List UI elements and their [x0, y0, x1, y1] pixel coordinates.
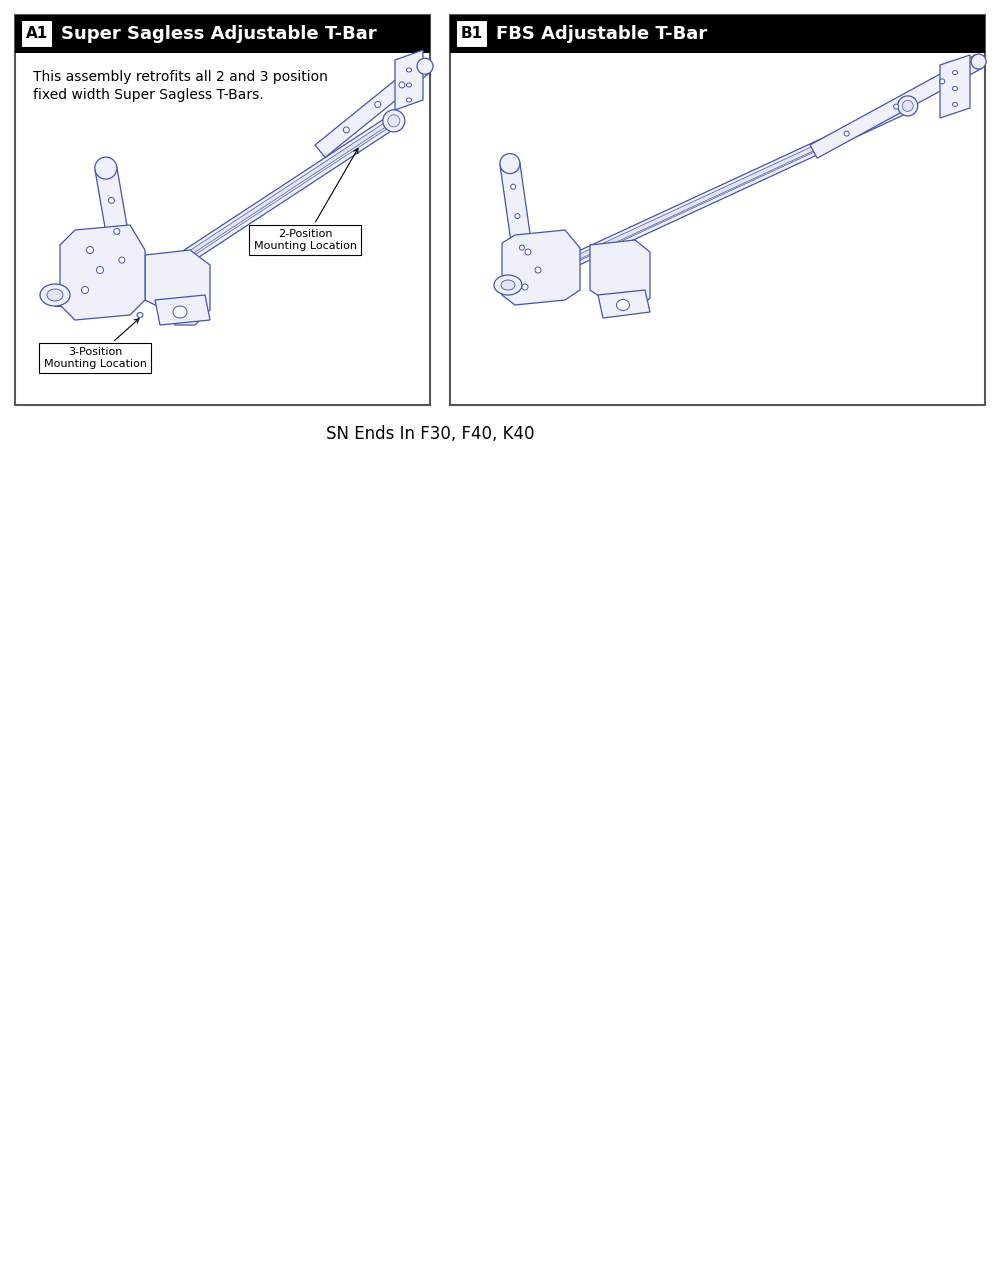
Polygon shape — [810, 54, 982, 158]
Polygon shape — [395, 49, 423, 110]
Ellipse shape — [87, 247, 94, 253]
Text: SN Ends In F30, F40, K40: SN Ends In F30, F40, K40 — [326, 424, 534, 443]
Ellipse shape — [417, 58, 433, 75]
Polygon shape — [506, 103, 908, 293]
Polygon shape — [155, 295, 210, 326]
Polygon shape — [598, 290, 650, 318]
Polygon shape — [15, 15, 430, 405]
Text: B1: B1 — [461, 27, 483, 42]
Text: Super Sagless Adjustable T-Bar: Super Sagless Adjustable T-Bar — [61, 25, 377, 43]
Polygon shape — [21, 20, 53, 48]
Text: 2-Position
Mounting Location: 2-Position Mounting Location — [254, 148, 358, 251]
Polygon shape — [55, 284, 115, 307]
Ellipse shape — [898, 96, 918, 115]
Ellipse shape — [616, 299, 630, 310]
Ellipse shape — [108, 198, 114, 203]
Ellipse shape — [525, 250, 531, 255]
Text: FBS Adjustable T-Bar: FBS Adjustable T-Bar — [496, 25, 707, 43]
Polygon shape — [500, 162, 535, 270]
Ellipse shape — [82, 286, 88, 294]
Polygon shape — [95, 166, 137, 285]
Ellipse shape — [902, 100, 913, 111]
Ellipse shape — [406, 84, 412, 87]
Ellipse shape — [844, 131, 849, 136]
Ellipse shape — [173, 307, 187, 318]
Polygon shape — [590, 239, 650, 312]
Ellipse shape — [119, 257, 125, 264]
Text: A1: A1 — [26, 27, 48, 42]
Ellipse shape — [522, 284, 528, 290]
Polygon shape — [505, 100, 910, 296]
Ellipse shape — [940, 79, 945, 84]
Polygon shape — [450, 15, 985, 53]
Polygon shape — [502, 231, 580, 305]
Ellipse shape — [500, 153, 520, 174]
Ellipse shape — [952, 86, 958, 90]
Ellipse shape — [511, 184, 516, 189]
Ellipse shape — [406, 68, 412, 72]
Ellipse shape — [40, 284, 70, 307]
Text: This assembly retrofits all 2 and 3 position
fixed width Super Sagless T-Bars.: This assembly retrofits all 2 and 3 posi… — [33, 70, 328, 103]
Ellipse shape — [47, 289, 63, 302]
Ellipse shape — [952, 103, 958, 106]
Polygon shape — [107, 118, 394, 308]
Ellipse shape — [114, 228, 120, 234]
Ellipse shape — [399, 82, 405, 87]
Polygon shape — [315, 60, 430, 157]
Ellipse shape — [971, 54, 986, 70]
Polygon shape — [60, 226, 145, 321]
Ellipse shape — [96, 266, 104, 274]
Ellipse shape — [343, 127, 349, 133]
Ellipse shape — [501, 280, 515, 290]
Polygon shape — [105, 115, 398, 314]
Ellipse shape — [535, 267, 541, 272]
Ellipse shape — [375, 101, 381, 108]
Ellipse shape — [383, 110, 405, 132]
Ellipse shape — [952, 71, 958, 75]
Ellipse shape — [95, 157, 117, 179]
Polygon shape — [450, 15, 985, 405]
Ellipse shape — [894, 104, 899, 109]
Ellipse shape — [515, 214, 520, 219]
Polygon shape — [145, 250, 210, 326]
Polygon shape — [456, 20, 488, 48]
Polygon shape — [15, 15, 430, 53]
Ellipse shape — [494, 275, 522, 295]
Ellipse shape — [519, 245, 524, 250]
Polygon shape — [940, 54, 970, 118]
Ellipse shape — [406, 98, 412, 103]
Text: 3-Position
Mounting Location: 3-Position Mounting Location — [44, 319, 146, 369]
Ellipse shape — [137, 313, 143, 318]
Ellipse shape — [388, 115, 400, 127]
